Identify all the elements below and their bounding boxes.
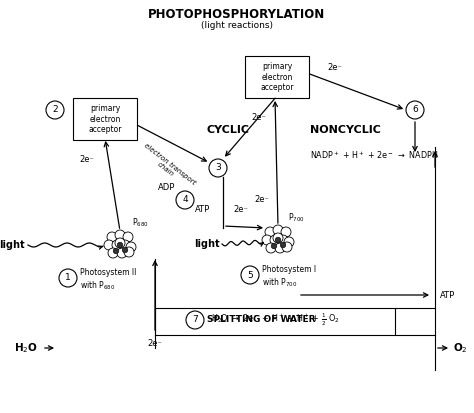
Text: NADP$^+$ + H$^+$ + 2e$^-$ $\rightarrow$ NADPH: NADP$^+$ + H$^+$ + 2e$^-$ $\rightarrow$ … [310,149,438,161]
Circle shape [126,242,136,252]
Circle shape [176,191,194,209]
Text: PHOTOPHOSPHORYLATION: PHOTOPHOSPHORYLATION [148,7,326,21]
Circle shape [122,247,128,253]
FancyBboxPatch shape [245,56,309,98]
Circle shape [275,243,285,253]
Circle shape [280,242,286,248]
Text: primary
electron
acceptor: primary electron acceptor [260,62,294,92]
Circle shape [265,227,275,237]
Text: 2e⁻: 2e⁻ [147,339,163,349]
Circle shape [273,233,283,243]
Text: 2e⁻: 2e⁻ [233,206,248,214]
Circle shape [275,237,281,243]
Circle shape [117,242,123,248]
Circle shape [278,235,288,245]
Text: Photosystem I
with P$_{700}$: Photosystem I with P$_{700}$ [262,265,316,289]
Text: electron transport
chain: electron transport chain [139,142,197,192]
Text: light: light [194,239,220,249]
Circle shape [284,237,294,247]
Circle shape [186,311,204,329]
Circle shape [271,243,277,249]
Text: 2e⁻: 2e⁻ [252,114,266,123]
Circle shape [104,240,114,250]
FancyBboxPatch shape [155,308,395,335]
Text: NONCYCLIC: NONCYCLIC [310,125,381,135]
Text: ATP: ATP [195,206,210,214]
Circle shape [115,230,125,240]
Text: 5: 5 [247,271,253,280]
Text: CYCLIC: CYCLIC [207,125,249,135]
Circle shape [108,248,118,258]
Text: ADP: ADP [158,183,176,192]
Text: 7: 7 [192,316,198,325]
Circle shape [209,159,227,177]
Text: H$_2$O: H$_2$O [14,341,38,355]
Circle shape [282,242,292,252]
Text: primary
electron
acceptor: primary electron acceptor [88,104,122,134]
Circle shape [241,266,259,284]
Text: P$_{700}$: P$_{700}$ [288,212,305,224]
FancyBboxPatch shape [73,98,137,140]
Circle shape [115,238,125,248]
Text: O$_2$: O$_2$ [453,341,468,355]
Circle shape [112,240,122,250]
Text: P$_{680}$: P$_{680}$ [132,217,149,229]
Text: 2: 2 [52,105,58,114]
Text: SPLITTING OF WATER: SPLITTING OF WATER [207,316,316,325]
Circle shape [120,240,130,250]
Text: 2e⁻: 2e⁻ [328,64,342,73]
Circle shape [46,101,64,119]
Text: 4: 4 [182,195,188,204]
Circle shape [406,101,424,119]
Circle shape [262,235,272,245]
Text: Photosystem II
with P$_{680}$: Photosystem II with P$_{680}$ [80,268,137,292]
Text: (light reactions): (light reactions) [201,21,273,31]
Circle shape [107,232,117,242]
Circle shape [123,232,133,242]
Text: H$_2$O $\rightarrow$ 2e$^-$ + H$^+$ + H$^+$ + $\frac{1}{2}$ O$_2$: H$_2$O $\rightarrow$ 2e$^-$ + H$^+$ + H$… [210,312,339,328]
Text: 3: 3 [215,164,221,173]
Text: 2e⁻: 2e⁻ [80,156,94,164]
Text: 6: 6 [412,105,418,114]
Circle shape [124,247,134,257]
Text: light: light [0,240,25,250]
Text: 2e⁻: 2e⁻ [255,195,269,204]
Circle shape [273,225,283,235]
Circle shape [113,248,119,254]
Circle shape [117,248,127,258]
Text: 1: 1 [65,273,71,282]
Circle shape [266,243,276,253]
Circle shape [281,227,291,237]
Circle shape [59,269,77,287]
Circle shape [270,235,280,245]
Text: ATP: ATP [440,290,455,299]
